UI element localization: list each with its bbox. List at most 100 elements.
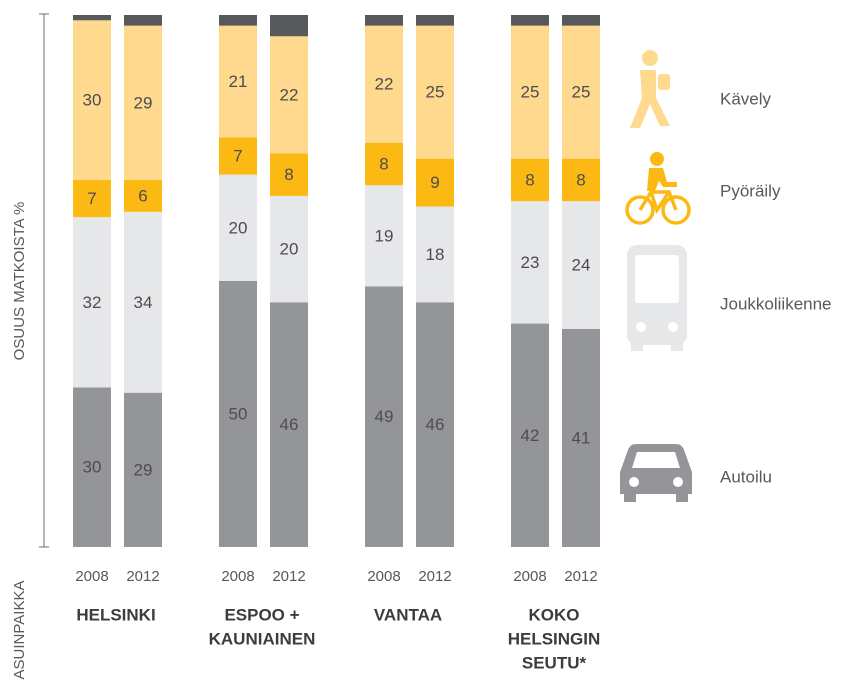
group-label: ESPOO + <box>224 605 299 624</box>
data-label: 41 <box>572 428 591 447</box>
bar-segment <box>511 25 549 159</box>
data-label: 7 <box>233 146 242 165</box>
legend-icon <box>630 50 670 128</box>
bar-segment <box>416 302 454 547</box>
bar-segment <box>511 158 549 202</box>
bar-segment <box>365 25 403 143</box>
icon-part <box>631 343 643 351</box>
data-label: 8 <box>576 170 585 189</box>
data-label: 25 <box>572 83 591 102</box>
bar-segment <box>124 25 162 180</box>
bar-segment <box>511 15 549 26</box>
data-label: 6 <box>138 186 147 205</box>
data-label: 30 <box>83 458 102 477</box>
x-tick-label: 2012 <box>564 568 597 585</box>
data-label: 9 <box>430 173 439 192</box>
icon-part <box>647 168 677 191</box>
data-label: 18 <box>426 245 445 264</box>
bar-segment <box>562 201 600 329</box>
bar-segment <box>73 387 111 547</box>
bar-segment <box>73 179 111 218</box>
icon-part <box>642 50 658 66</box>
data-label: 46 <box>280 415 299 434</box>
bar-segment <box>270 302 308 547</box>
icon-part <box>630 70 670 128</box>
x-tick-label: 2012 <box>126 568 159 585</box>
data-label: 30 <box>83 91 102 110</box>
bar-segment <box>416 25 454 159</box>
bar-segment <box>124 15 162 26</box>
icon-part <box>671 343 683 351</box>
group-label: VANTAA <box>374 605 442 624</box>
data-label: 8 <box>379 154 388 173</box>
icon-part <box>629 477 639 487</box>
data-label: 29 <box>134 460 153 479</box>
bar-segment <box>270 153 308 196</box>
bar-segment <box>124 179 162 212</box>
data-label: 23 <box>521 253 540 272</box>
group-label: SEUTU* <box>522 653 587 672</box>
data-label: 19 <box>375 226 394 245</box>
data-label: 8 <box>525 170 534 189</box>
data-label: 32 <box>83 293 102 312</box>
bar-segment <box>124 392 162 547</box>
bar-segment <box>416 206 454 303</box>
data-label: 25 <box>521 83 540 102</box>
legend-icon <box>625 152 691 225</box>
bar-segment <box>416 15 454 26</box>
bar-segment <box>562 158 600 202</box>
bar-segment <box>219 281 257 547</box>
x-tick-label: 2012 <box>272 568 305 585</box>
legend-label: Pyöräily <box>720 181 781 200</box>
bar-segment <box>562 328 600 547</box>
data-label: 22 <box>375 75 394 94</box>
bar-segment <box>270 195 308 303</box>
legend-label: Kävely <box>720 89 772 108</box>
bar-segment <box>219 25 257 138</box>
data-label: 20 <box>229 218 248 237</box>
icon-part <box>650 152 664 166</box>
bar-segment <box>73 20 111 180</box>
data-label: 8 <box>284 165 293 184</box>
bar-segment <box>365 142 403 186</box>
bar-segment <box>365 185 403 287</box>
bar-segment <box>416 158 454 207</box>
data-label: 29 <box>134 93 153 112</box>
bar-segment <box>219 174 257 281</box>
icon-part <box>632 452 680 468</box>
icon-part <box>638 190 678 214</box>
bar-segment <box>73 15 111 21</box>
bar-segment <box>562 25 600 159</box>
group-label: HELSINGIN <box>508 629 601 648</box>
icon-part <box>625 195 655 225</box>
bar-segment <box>219 137 257 175</box>
bar-segment <box>511 201 549 324</box>
legend-label: Autoilu <box>720 467 772 486</box>
data-label: 24 <box>572 256 591 275</box>
data-label: 25 <box>426 83 445 102</box>
data-label: 21 <box>229 72 248 91</box>
data-label: 20 <box>280 240 299 259</box>
icon-part <box>658 74 670 90</box>
bar-segment <box>511 323 549 547</box>
data-label: 49 <box>375 407 394 426</box>
x-tick-label: 2008 <box>367 568 400 585</box>
x-tick-label: 2012 <box>418 568 451 585</box>
bar-segment <box>124 211 162 393</box>
bar-segment <box>270 15 308 37</box>
legend-icon <box>627 245 687 351</box>
icon-part <box>624 492 636 502</box>
icon-part <box>668 322 678 332</box>
legend-icon <box>620 444 692 502</box>
data-label: 46 <box>426 415 445 434</box>
data-label: 34 <box>134 293 153 312</box>
bar-segment <box>219 15 257 26</box>
bar-segment <box>73 217 111 388</box>
group-label: HELSINKI <box>76 605 155 624</box>
group-label: KOKO <box>529 605 580 624</box>
x-tick-label: 2008 <box>221 568 254 585</box>
icon-part <box>635 255 679 303</box>
icon-part <box>673 477 683 487</box>
y-axis-label: OSUUS MATKOISTA % <box>11 202 28 361</box>
